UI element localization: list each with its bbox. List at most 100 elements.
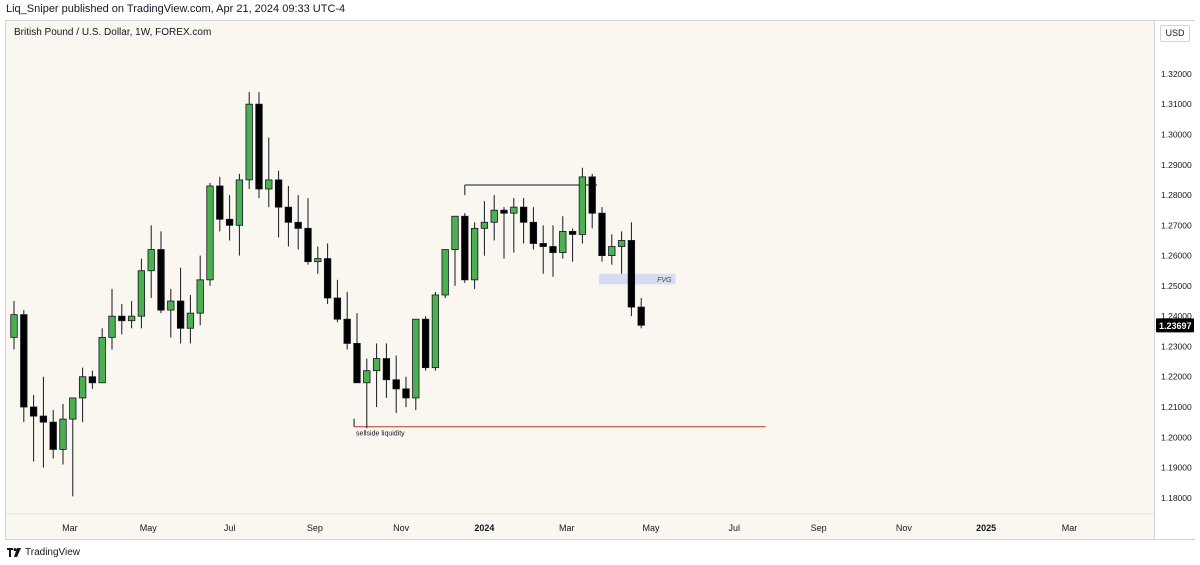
tradingview-logo-icon [7, 547, 21, 557]
candle-up [235, 179, 244, 226]
footer: TradingView [7, 545, 80, 559]
candle-down [255, 103, 263, 190]
candle-down [529, 221, 538, 244]
candle-down [29, 406, 38, 417]
candle-down [519, 206, 528, 223]
y-tick-label: 1.20000 [1161, 432, 1192, 442]
y-tick-label: 1.31000 [1161, 99, 1192, 109]
candlestick-chart: Mar May Jul Sep Nov 2024 Mar May Jul Sep Nov 2025 Ma… [6, 92, 1154, 533]
y-tick-label: 1.30000 [1161, 129, 1192, 139]
fvg-label: FVG [657, 277, 672, 284]
candle-down [343, 318, 351, 344]
candle-up [147, 249, 155, 272]
candle-up [265, 179, 273, 190]
candle-down [49, 421, 57, 450]
chart-plot-area[interactable]: Mar May Jul Sep Nov 2024 Mar May Jul Sep Nov 2025 Ma… [6, 21, 1154, 539]
candle-up [363, 370, 371, 384]
candle-up [617, 240, 626, 247]
candle-up [167, 300, 175, 311]
candle-down [421, 318, 430, 369]
symbol-title: British Pound / U.S. Dollar, 1W, FOREX.c… [14, 27, 212, 38]
y-tick-label: 1.23000 [1161, 341, 1192, 351]
candle-up [186, 312, 195, 329]
candle-up [510, 206, 518, 214]
x-tick-label: Jul [224, 523, 236, 533]
candle-down [500, 209, 508, 214]
candle-down [294, 221, 302, 229]
y-tick-label: 1.21000 [1161, 402, 1192, 412]
candle-down [333, 297, 342, 320]
x-tick-label: Nov [393, 523, 410, 533]
candle-up [412, 318, 420, 399]
candle-down [402, 388, 410, 399]
x-tick-label: Mar [559, 523, 575, 533]
candle-down [39, 415, 48, 423]
y-tick-label: 1.18000 [1161, 493, 1192, 503]
x-tick-label: May [140, 523, 158, 533]
y-tick-label: 1.28000 [1161, 190, 1192, 200]
x-tick-label: 2025 [976, 523, 996, 533]
candle-down [88, 376, 97, 384]
x-tick-label: Mar [62, 523, 78, 533]
candle-down [20, 314, 28, 408]
last-price-badge [1156, 318, 1194, 333]
candle-down [627, 240, 636, 308]
x-tick-label: Nov [896, 523, 913, 533]
candle-up [608, 246, 616, 257]
y-tick-label: 1.19000 [1161, 463, 1192, 473]
candle-down [598, 212, 606, 257]
candle-down [216, 185, 224, 220]
y-tick-label: 1.24000 [1161, 311, 1192, 321]
candle-up [245, 103, 253, 181]
candle-down [392, 379, 400, 390]
candle-down [539, 243, 547, 247]
candle-up [451, 215, 459, 250]
candle-down [274, 179, 283, 208]
x-tick-label: Sep [307, 523, 323, 533]
chart-frame: Mar May Jul Sep Nov 2024 Mar May Jul Sep Nov 2025 Ma… [5, 20, 1195, 540]
candle-up [98, 336, 106, 384]
candle-up [10, 314, 18, 338]
candle-up [78, 376, 87, 399]
y-tick-label: 1.32000 [1161, 69, 1192, 79]
candle-up [559, 230, 567, 253]
fvg-zone [599, 273, 676, 285]
candle-down [284, 206, 293, 223]
x-tick-label: May [642, 523, 660, 533]
y-tick-label: 1.29000 [1161, 160, 1192, 170]
candle-up [441, 249, 449, 296]
y-tick-label: 1.26000 [1161, 251, 1192, 261]
candle-down [549, 246, 557, 253]
candle-down [176, 300, 185, 329]
x-tick-label: Sep [811, 523, 827, 533]
candle-up [59, 418, 67, 450]
candle-up [206, 185, 214, 281]
price-axis[interactable]: USD 1.32000 1.31000 1.30000 1.29000 1.28000 1… [1154, 21, 1195, 539]
candle-down [118, 315, 126, 322]
candle-up [127, 315, 136, 322]
candle-down [461, 215, 469, 281]
candle-up [69, 397, 77, 420]
candle-up [196, 279, 204, 314]
candle-down [382, 358, 391, 381]
candle-down [568, 230, 577, 235]
candle-down [637, 306, 645, 326]
footer-brand: TradingView [25, 546, 81, 558]
y-tick-label: 1.27000 [1161, 220, 1192, 230]
last-price-label: 1.23697 [1159, 321, 1192, 331]
candle-up [470, 227, 479, 281]
candle-down [225, 218, 234, 226]
sellside-liquidity-label: sellside liquidity [356, 431, 405, 438]
candle-up [314, 258, 322, 263]
candle-down [588, 176, 596, 214]
candle-up [480, 221, 489, 229]
candle-up [490, 209, 498, 223]
candle-up [431, 294, 440, 369]
y-tick-label: 1.22000 [1161, 372, 1192, 382]
x-tick-label: Mar [1062, 523, 1078, 533]
candle-down [323, 258, 332, 299]
currency-button[interactable]: USD [1160, 25, 1190, 42]
x-tick-label: Jul [729, 523, 741, 533]
x-tick-label: 2024 [474, 523, 494, 533]
candle-up [108, 315, 116, 338]
